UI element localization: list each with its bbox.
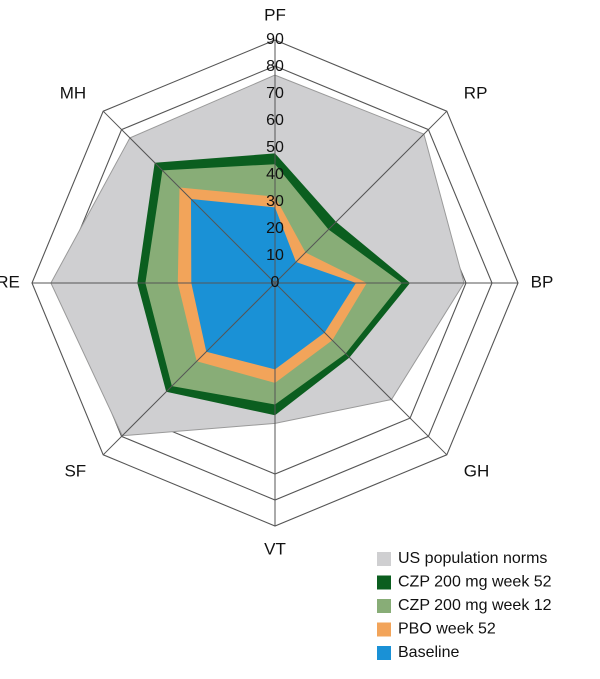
tick-label-40: 40	[266, 166, 284, 183]
tick-label-60: 60	[266, 112, 284, 129]
tick-label-70: 70	[266, 85, 284, 102]
series-layer	[50, 74, 465, 437]
spoke-gh	[274, 282, 448, 456]
spoke-mh	[102, 110, 276, 284]
axis-label-pf: PF	[264, 5, 286, 24]
tick-label-10: 10	[266, 247, 284, 264]
axis-label-rp: RP	[464, 84, 488, 103]
legend-swatch-3	[377, 599, 391, 613]
legend-swatch-2	[377, 575, 391, 590]
spoke-layer	[32, 40, 518, 526]
tick-label-20: 20	[266, 220, 284, 237]
axis-label-bp: BP	[531, 272, 554, 291]
axis-label-sf: SF	[64, 461, 86, 480]
axis-label-gh: GH	[464, 461, 490, 480]
axis-label-layer: PF RP BP GH VT SF RE MH	[0, 5, 553, 558]
legend: US population norms CZP 200 mg week 52 CZP…	[377, 550, 552, 661]
legend-swatch-5	[377, 646, 391, 660]
legend-label-1: US population norms	[398, 550, 547, 567]
tick-layer: 0 10 20 30 40 50 60 70 80 90	[266, 31, 284, 291]
legend-label-5: Baseline	[398, 644, 459, 661]
spoke-sf	[102, 282, 276, 456]
tick-label-90: 90	[266, 31, 284, 48]
legend-swatch-1	[377, 552, 391, 566]
legend-swatch-4	[377, 622, 391, 637]
tick-label-0: 0	[271, 274, 280, 291]
legend-label-4: PBO week 52	[398, 621, 496, 638]
tick-label-30: 30	[266, 193, 284, 210]
axis-label-re: RE	[0, 272, 20, 291]
tick-label-80: 80	[266, 58, 284, 75]
legend-label-2: CZP 200 mg week 52	[398, 574, 552, 591]
axis-label-mh: MH	[60, 84, 86, 103]
legend-label-3: CZP 200 mg week 12	[398, 597, 552, 614]
axis-label-vt: VT	[264, 539, 286, 558]
spoke-rp	[274, 110, 448, 284]
tick-label-50: 50	[266, 139, 284, 156]
